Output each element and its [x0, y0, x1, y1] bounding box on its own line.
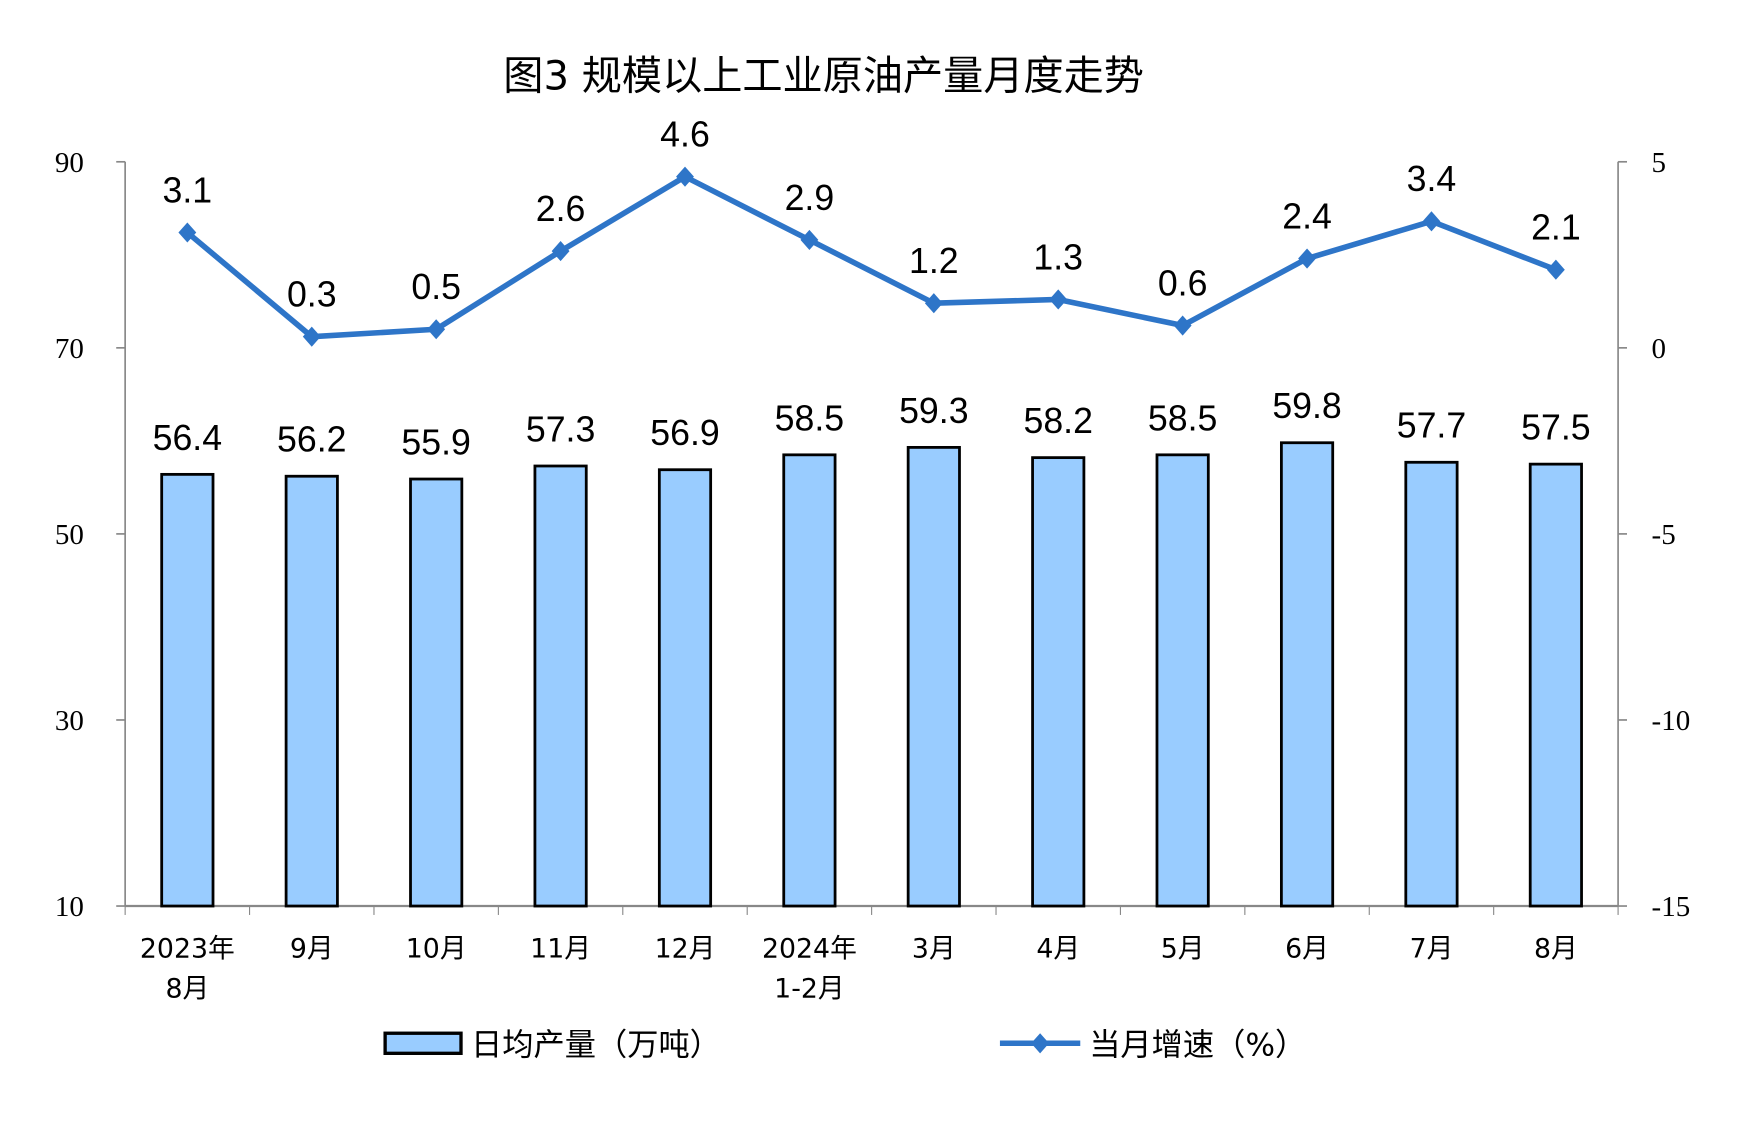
- x-tick-label: 2023年: [140, 933, 235, 964]
- bar: [657, 468, 713, 908]
- bar-data-label: 59.8: [1272, 386, 1341, 426]
- right-tick-label: -10: [1652, 705, 1691, 737]
- bar: [160, 472, 215, 908]
- legend-bar-label: 日均产量（万吨）: [471, 1028, 721, 1064]
- bar-data-label: 56.4: [153, 418, 222, 458]
- x-tick-label: 10月: [406, 933, 467, 964]
- line-data-label: 2.1: [1531, 208, 1581, 248]
- line-point-marker: [676, 166, 694, 187]
- x-tick-label: 9月: [290, 933, 334, 964]
- x-tick-label: 2024年: [762, 933, 857, 964]
- line-data-label: 0.6: [1158, 263, 1208, 303]
- legend-line-label: 当月增速（%）: [1089, 1028, 1306, 1064]
- line-point-marker: [800, 229, 819, 250]
- bar-data-label: 58.5: [1148, 398, 1217, 438]
- x-tick-label: 11月: [530, 933, 591, 964]
- bar: [409, 477, 464, 908]
- right-tick-label: 0: [1652, 333, 1667, 365]
- bar: [284, 474, 339, 908]
- line-point-marker: [427, 319, 446, 340]
- bar-data-label: 56.2: [277, 420, 346, 460]
- plot-area: 10 30 50 70 90 -15 -10 -5 0 5 2023年 8月 9月 10月 11月 12月 20…: [55, 115, 1690, 1005]
- bar: [782, 453, 837, 908]
- legend-bar-swatch: [383, 1031, 463, 1055]
- line-point-marker: [1173, 315, 1192, 336]
- right-tick-label: -5: [1652, 519, 1676, 551]
- line-data-label: 3.1: [163, 170, 213, 210]
- left-tick-label: 70: [55, 333, 84, 365]
- bar: [1155, 453, 1210, 908]
- bar-data-label: 57.5: [1521, 408, 1590, 448]
- x-tick-label: 1-2月: [774, 974, 844, 1005]
- x-tick-label: 5月: [1161, 933, 1205, 964]
- line-point-marker: [1049, 289, 1068, 310]
- line-data-label: 2.9: [785, 178, 835, 218]
- line-point-marker: [1422, 211, 1441, 232]
- x-tick-label: 8月: [1534, 933, 1578, 964]
- line-point-marker: [1298, 248, 1316, 269]
- bar-data-label: 58.5: [775, 398, 844, 438]
- bar: [1404, 460, 1459, 908]
- chart-title: 图3 规模以上工业原油产量月度走势: [503, 53, 1144, 99]
- line-data-label: 1.2: [909, 241, 959, 281]
- bar: [906, 445, 961, 908]
- x-tick-label: 4月: [1036, 933, 1080, 964]
- left-tick-label: 90: [55, 147, 84, 179]
- right-tick-label: 5: [1652, 147, 1667, 179]
- line-data-label: 1.3: [1033, 237, 1083, 277]
- left-tick-label: 30: [55, 705, 84, 737]
- line-data-label: 4.6: [660, 115, 710, 155]
- x-tick-label: 6月: [1285, 933, 1329, 964]
- right-tick-label: -15: [1652, 891, 1691, 923]
- line-point-marker: [924, 293, 943, 314]
- x-tick-label: 12月: [655, 933, 716, 964]
- line-series: [185, 173, 1557, 340]
- line-point-marker: [1546, 259, 1565, 280]
- bar-data-label: 55.9: [401, 422, 470, 462]
- x-tick-label: 3月: [912, 933, 956, 964]
- line-data-label: 0.5: [411, 267, 461, 307]
- bar-data-label: 56.9: [650, 413, 719, 453]
- left-tick-label: 50: [55, 519, 84, 551]
- bar: [1031, 456, 1086, 908]
- bar: [1279, 441, 1335, 908]
- line-data-label: 3.4: [1407, 159, 1457, 199]
- bar-data-label: 58.2: [1023, 401, 1092, 441]
- line-data-label: 2.4: [1282, 196, 1332, 236]
- line-point-marker: [178, 222, 197, 243]
- x-tick-label: 8月: [165, 974, 209, 1005]
- legend-line-marker: [1031, 1033, 1050, 1054]
- bar: [1528, 462, 1583, 908]
- line-data-label: 2.6: [536, 189, 586, 229]
- x-tick-label: 7月: [1410, 933, 1454, 964]
- bar-data-label: 57.3: [526, 409, 595, 449]
- legend: 日均产量（万吨） 当月增速（%）: [383, 1028, 1306, 1064]
- bar-data-label: 59.3: [899, 391, 968, 431]
- bar: [533, 464, 588, 908]
- bar-data-label: 57.7: [1397, 406, 1466, 446]
- left-tick-label: 10: [55, 891, 84, 923]
- line-data-label: 0.3: [287, 275, 337, 315]
